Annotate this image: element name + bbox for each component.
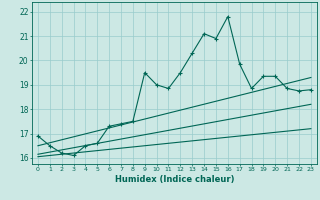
- X-axis label: Humidex (Indice chaleur): Humidex (Indice chaleur): [115, 175, 234, 184]
